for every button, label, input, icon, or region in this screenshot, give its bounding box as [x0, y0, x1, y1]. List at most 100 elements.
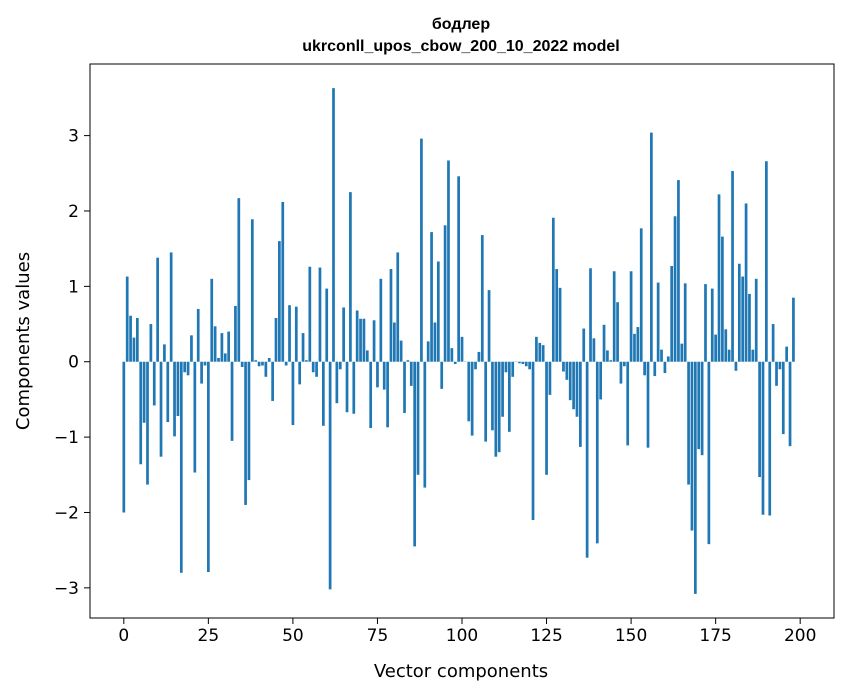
- bar-94: [440, 361, 444, 389]
- bar-157: [653, 361, 657, 377]
- bar-192: [771, 324, 775, 362]
- bar-82: [399, 340, 403, 362]
- bar-143: [606, 350, 609, 362]
- bar-129: [558, 287, 562, 362]
- bar-68: [352, 361, 356, 414]
- bar-121: [531, 361, 535, 521]
- bar-150: [629, 271, 633, 362]
- bar-120: [528, 361, 531, 370]
- bar-136: [582, 328, 586, 362]
- bar-56: [311, 361, 315, 373]
- bar-119: [524, 361, 528, 367]
- bar-162: [670, 266, 674, 362]
- bar-11: [159, 361, 163, 457]
- bar-34: [237, 198, 241, 362]
- x-tick-label: 0: [118, 626, 129, 646]
- bar-24: [203, 361, 207, 366]
- bar-103: [470, 361, 474, 436]
- bar-18: [183, 361, 187, 373]
- bar-91: [430, 232, 433, 362]
- bar-189: [761, 361, 765, 515]
- bar-156: [650, 132, 653, 362]
- bar-177: [721, 236, 724, 362]
- bar-187: [754, 278, 758, 362]
- bar-178: [724, 329, 728, 362]
- bar-152: [636, 327, 640, 362]
- bar-57: [315, 361, 318, 377]
- bar-183: [741, 276, 745, 362]
- bar-99: [457, 176, 460, 362]
- bar-118: [521, 361, 525, 364]
- bar-69: [355, 310, 359, 362]
- bar-13: [166, 361, 170, 423]
- bar-191: [768, 361, 772, 516]
- bar-70: [359, 318, 362, 362]
- bar-112: [501, 361, 504, 417]
- bar-142: [602, 324, 606, 362]
- bar-79: [389, 269, 393, 362]
- bar-194: [778, 361, 782, 370]
- bar-130: [562, 361, 565, 372]
- bar-67: [349, 192, 352, 362]
- bar-135: [579, 361, 582, 447]
- bar-72: [365, 350, 369, 362]
- bar-182: [737, 263, 741, 362]
- bar-8: [149, 324, 153, 362]
- x-tick-label: 100: [446, 626, 478, 646]
- bar-180: [731, 171, 734, 362]
- bar-110: [494, 361, 498, 457]
- bar-43: [267, 357, 271, 362]
- bar-46: [278, 241, 281, 362]
- bar-165: [680, 343, 684, 362]
- bar-95: [443, 225, 447, 362]
- y-axis-label: Components values: [13, 252, 34, 430]
- bar-90: [426, 341, 430, 362]
- y-tick-label: 2: [68, 202, 79, 222]
- bar-167: [687, 361, 690, 485]
- bar-59: [321, 361, 325, 426]
- bar-141: [599, 361, 603, 400]
- bar-172: [704, 284, 707, 362]
- bar-87: [416, 361, 420, 475]
- bar-193: [775, 361, 778, 386]
- bar-186: [751, 349, 755, 362]
- bar-62: [332, 88, 335, 362]
- bar-88: [420, 138, 423, 362]
- x-tick-label: 50: [282, 626, 304, 646]
- bar-60: [325, 288, 329, 362]
- bar-161: [666, 356, 670, 362]
- bar-22: [196, 308, 200, 362]
- bar-25: [207, 361, 210, 573]
- bar-149: [626, 361, 630, 446]
- x-axis: 0 25 50 75 100 125 150 175 200: [118, 618, 816, 646]
- bar-63: [335, 361, 339, 404]
- y-tick-label: −1: [54, 428, 79, 448]
- bar-163: [673, 216, 677, 362]
- bar-168: [690, 361, 694, 531]
- bar-117: [518, 361, 521, 364]
- bar-100: [460, 336, 464, 362]
- bar-9: [152, 361, 156, 406]
- bar-77: [382, 361, 386, 390]
- bar-139: [592, 338, 596, 362]
- bar-127: [551, 217, 555, 362]
- bar-128: [555, 269, 559, 362]
- bar-52: [298, 361, 302, 385]
- bar-37: [247, 361, 251, 481]
- bar-145: [612, 271, 616, 362]
- bar-154: [643, 361, 646, 376]
- bar-111: [497, 361, 501, 453]
- bar-153: [639, 228, 643, 362]
- bar-184: [744, 203, 748, 362]
- bar-66: [345, 361, 349, 413]
- bar-32: [230, 361, 234, 441]
- bar-104: [474, 361, 477, 370]
- bar-40: [257, 361, 261, 367]
- bar-109: [491, 361, 494, 431]
- bar-45: [274, 318, 278, 362]
- bar-125: [545, 361, 548, 475]
- bar-146: [616, 302, 619, 362]
- bar-6: [142, 361, 146, 423]
- bar-147: [619, 361, 623, 384]
